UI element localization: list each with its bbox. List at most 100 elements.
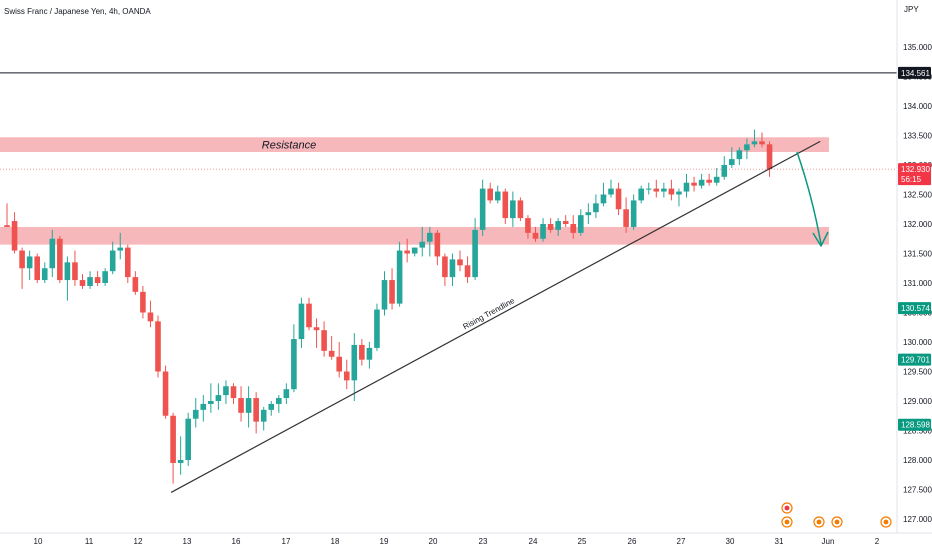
candle-body-91 <box>691 182 697 186</box>
y-tick-label-13: 133.500 <box>903 132 932 141</box>
candle-body-70 <box>532 232 539 239</box>
candle-body-5 <box>41 268 48 281</box>
candle-body-47 <box>359 344 365 360</box>
candle-body-25 <box>192 409 199 419</box>
trendline-label: Rising Trendline <box>461 296 516 331</box>
x-tick-label-9: 23 <box>479 537 488 546</box>
candle-body-44 <box>336 356 342 372</box>
candle-body-29 <box>223 386 229 396</box>
candle-body-95 <box>721 165 728 177</box>
candle-body-12 <box>94 277 101 283</box>
candle-body-52 <box>396 250 403 304</box>
zone-0 <box>0 137 829 153</box>
price-tag-label-1: 132.930 <box>901 165 930 174</box>
candle-body-82 <box>623 209 629 227</box>
candle-body-72 <box>547 224 554 230</box>
x-tick-label-17: 2 <box>875 537 880 546</box>
x-tick-label-2: 12 <box>134 537 143 546</box>
chart-title: Swiss Franc / Japanese Yen, 4h, OANDA <box>4 7 151 16</box>
candle-body-36 <box>276 398 282 404</box>
candle-body-81 <box>615 188 622 210</box>
y-tick-label-2: 128.000 <box>903 456 932 465</box>
y-tick-label-8: 131.000 <box>903 279 932 288</box>
price-tag-1 <box>898 163 931 186</box>
candle-body-74 <box>562 221 569 224</box>
y-tick-label-3: 128.500 <box>903 427 932 436</box>
candle-body-2 <box>19 250 25 269</box>
candle-body-80 <box>608 188 614 195</box>
forecast-arrow <box>796 151 822 245</box>
price-tag-label-0: 134.561 <box>901 69 930 78</box>
candle-body-14 <box>109 250 116 272</box>
candle-body-21 <box>162 371 169 416</box>
candle-body-49 <box>374 309 380 348</box>
candle-body-30 <box>230 386 237 399</box>
candle-body-87 <box>661 188 667 192</box>
event-marker-dot-icon <box>834 519 840 525</box>
x-tick-label-10: 24 <box>529 537 538 546</box>
y-tick-label-0: 127.000 <box>903 515 932 524</box>
candle-body-71 <box>540 224 546 239</box>
event-marker-dot-icon <box>784 519 790 525</box>
x-tick-label-11: 25 <box>578 537 587 546</box>
candle-body-101 <box>766 144 773 170</box>
y-tick-label-16: 135.000 <box>903 43 932 52</box>
y-tick-label-10: 132.000 <box>903 220 932 229</box>
event-marker-dot-icon <box>883 519 889 525</box>
candle-body-61 <box>464 265 471 278</box>
candle-body-68 <box>517 200 524 219</box>
candle-body-26 <box>200 403 207 410</box>
price-tag-label-4: 128.598 <box>901 421 930 430</box>
x-tick-label-8: 20 <box>429 537 438 546</box>
candle-body-94 <box>713 176 720 183</box>
x-tick-label-16: Jun <box>822 537 835 546</box>
currency-label: JPY <box>904 5 919 14</box>
price-tag-2 <box>898 302 931 315</box>
candle-body-98 <box>744 144 750 151</box>
candle-body-4 <box>34 256 40 281</box>
candle-body-38 <box>291 339 297 390</box>
candle-body-57 <box>434 232 441 257</box>
x-tick-label-15: 31 <box>775 537 784 546</box>
candle-body-62 <box>472 229 478 278</box>
zone-1 <box>0 226 829 245</box>
candle-body-11 <box>87 277 93 286</box>
candle-body-86 <box>653 188 660 192</box>
candle-body-55 <box>419 241 426 248</box>
candle-body-63 <box>479 188 486 230</box>
candle-body-54 <box>411 247 418 254</box>
candle-body-92 <box>698 179 705 186</box>
candle-body-64 <box>487 188 493 201</box>
candle-body-1 <box>11 221 18 251</box>
candle-body-53 <box>404 250 410 254</box>
candle-body-84 <box>638 188 644 201</box>
candle-body-27 <box>208 401 214 404</box>
x-tick-label-7: 19 <box>380 537 389 546</box>
y-tick-label-4: 129.000 <box>903 397 932 406</box>
candle-body-59 <box>449 259 456 278</box>
y-tick-label-6: 130.000 <box>903 338 932 347</box>
candle-body-0 <box>4 225 10 227</box>
x-tick-label-1: 11 <box>85 537 94 546</box>
x-tick-label-6: 18 <box>331 537 340 546</box>
candle-body-17 <box>132 277 139 292</box>
x-tick-label-12: 26 <box>628 537 637 546</box>
price-tag-4 <box>898 418 931 431</box>
x-tick-label-0: 10 <box>34 537 43 546</box>
candle-body-18 <box>140 291 146 313</box>
x-tick-label-3: 13 <box>183 537 192 546</box>
y-tick-label-1: 127.500 <box>903 486 932 495</box>
candle-body-85 <box>645 188 652 190</box>
candle-body-13 <box>102 271 108 283</box>
candle-body-41 <box>313 327 320 331</box>
candle-body-60 <box>457 259 463 266</box>
candle-body-46 <box>351 344 358 381</box>
candle-body-34 <box>260 409 267 422</box>
candle-body-67 <box>510 200 516 219</box>
candle-body-93 <box>706 179 712 183</box>
candle-body-65 <box>494 191 501 201</box>
candle-body-97 <box>736 150 743 160</box>
candle-body-50 <box>381 280 388 310</box>
